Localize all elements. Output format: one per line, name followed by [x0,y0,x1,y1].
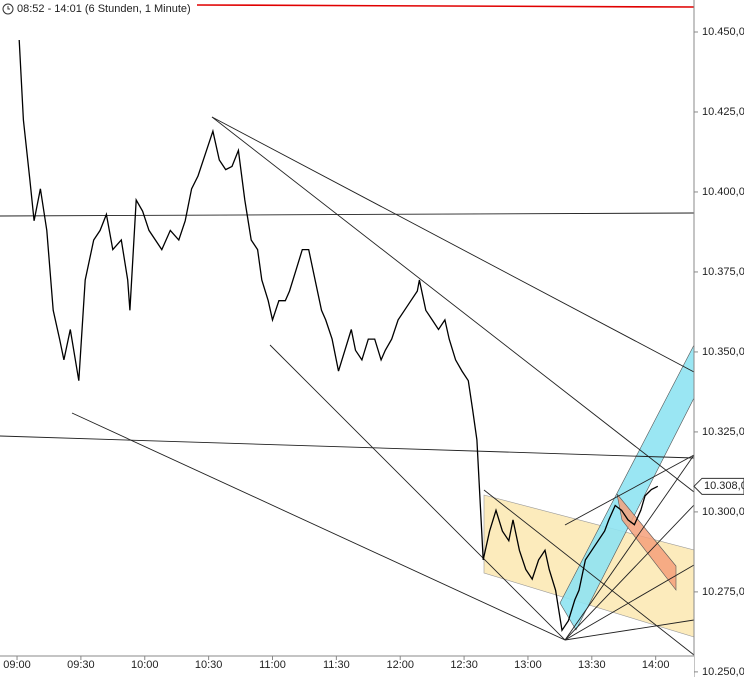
fan-line [564,619,695,641]
x-tick-label: 09:00 [3,659,31,671]
trend-line [483,489,695,656]
y-tick-label: 10.250,00 [702,666,744,677]
x-tick-label: 12:30 [450,659,478,671]
price-line [18,39,659,633]
trend-line [211,116,695,493]
x-tick-label: 14:00 [642,659,670,671]
plot [18,39,659,633]
fan-line [564,454,695,641]
fan-line [564,564,695,641]
y-tick-label: 10.400,00 [702,186,744,198]
trend-line [71,412,566,641]
red-line [196,4,695,8]
x-tick-label: 10:00 [131,659,159,671]
trend-line [269,344,566,641]
y-tick-label: 10.350,00 [702,346,744,358]
x-tick-label: 13:30 [578,659,606,671]
x-tick-label: 11:30 [323,659,350,671]
y-tick-label: 10.375,00 [702,266,744,278]
clock-hands [7,6,10,10]
x-tick-label: 10:30 [195,659,223,671]
clock-icon [2,3,14,15]
x-tick-label: 09:30 [67,659,95,671]
title-bg [0,0,196,18]
y-tick-label: 10.450,00 [702,26,744,38]
x-tick-label: 11:00 [259,659,286,671]
x-tick-label: 13:00 [514,659,542,671]
last-price-label: 10.308,0 [704,480,744,492]
price-axis-bg [694,0,744,677]
time-axis-bg [0,656,694,677]
axes: 10.250,00 10.275,00 10.300,00 10.325,00 10.3… [3,26,744,677]
chart-title: 08:52 - 14:01 (6 Stunden, 1 Minute) [17,3,191,15]
trend-line [0,435,695,459]
drawings [0,4,695,656]
y-tick-label: 10.300,00 [702,506,744,518]
x-tick-label: 12:00 [386,659,414,671]
y-tick-label: 10.275,00 [702,586,744,598]
fan-line [564,504,695,641]
y-tick-label: 10.425,00 [702,106,744,118]
trend-line [0,212,695,217]
orange-channel [616,493,677,591]
trend-line [211,116,695,373]
last-price-box [693,477,744,495]
fan-line [564,454,695,526]
y-tick-label: 10.325,00 [702,426,744,438]
